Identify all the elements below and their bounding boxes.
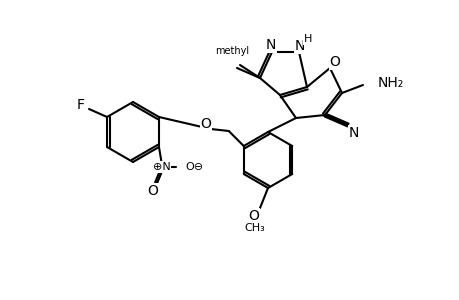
Text: N: N bbox=[265, 38, 275, 52]
Text: O: O bbox=[329, 55, 340, 69]
Text: CH₃: CH₃ bbox=[244, 223, 265, 233]
Text: H: H bbox=[303, 34, 312, 44]
Text: F: F bbox=[77, 98, 85, 112]
Text: N: N bbox=[294, 39, 304, 53]
Text: O: O bbox=[147, 184, 158, 198]
Text: ⊕N: ⊕N bbox=[153, 162, 170, 172]
Text: O: O bbox=[200, 117, 211, 131]
Text: O: O bbox=[248, 209, 259, 223]
Text: methyl: methyl bbox=[214, 46, 248, 56]
Text: NH₂: NH₂ bbox=[377, 76, 403, 90]
Text: N: N bbox=[348, 126, 358, 140]
Text: O⊖: O⊖ bbox=[185, 162, 203, 172]
